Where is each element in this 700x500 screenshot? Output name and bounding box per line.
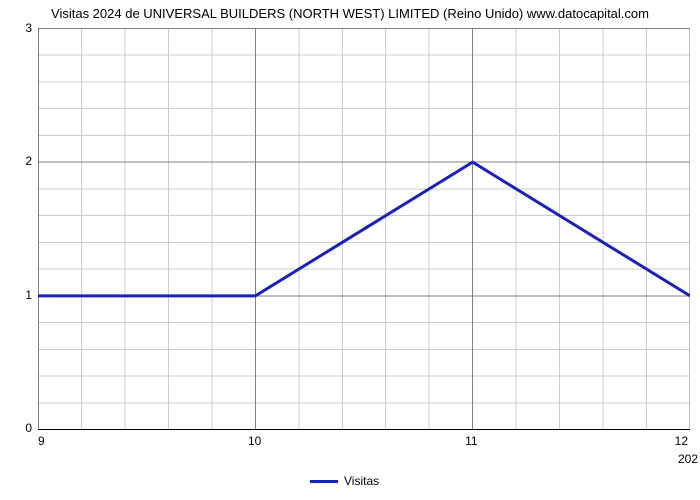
footer-year-truncated: 202 bbox=[678, 452, 698, 466]
chart-title-text: Visitas 2024 de UNIVERSAL BUILDERS (NORT… bbox=[51, 6, 649, 21]
x-tick-label: 9 bbox=[38, 434, 45, 448]
legend-swatch-visitas bbox=[310, 480, 338, 483]
legend-label-visitas: Visitas bbox=[344, 474, 379, 488]
chart-title: Visitas 2024 de UNIVERSAL BUILDERS (NORT… bbox=[0, 6, 700, 21]
chart-plot-area bbox=[38, 28, 690, 430]
y-tick-label: 0 bbox=[25, 421, 32, 435]
x-tick-label: 11 bbox=[465, 434, 477, 448]
y-tick-label: 1 bbox=[25, 288, 32, 302]
y-tick-label: 2 bbox=[25, 154, 32, 168]
x-tick-label: 10 bbox=[248, 434, 261, 448]
y-tick-label: 3 bbox=[25, 21, 32, 35]
chart-legend: Visitas bbox=[310, 474, 379, 488]
x-tick-label: 12 bbox=[675, 434, 688, 448]
